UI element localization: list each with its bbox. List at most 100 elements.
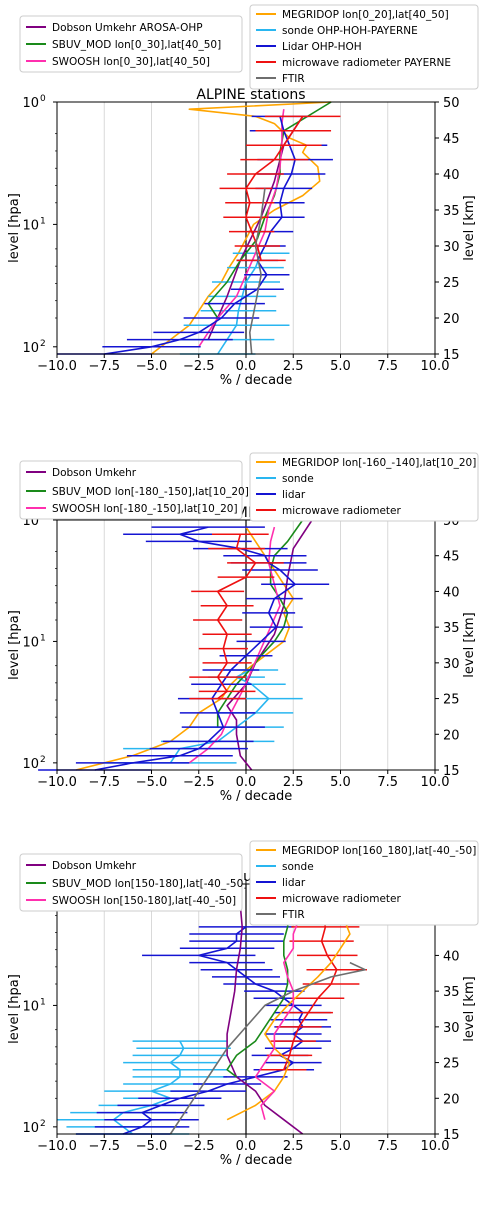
y-tick-right-label: 40 <box>443 168 460 183</box>
series-sbuv <box>216 519 304 728</box>
series-line <box>169 961 366 1135</box>
y-tick-right-label: 20 <box>443 1092 460 1107</box>
legend-left: Dobson Umkehr AROSA-OHP SBUV_MOD lon[0_30… <box>19 15 243 73</box>
y-axis-label-right: level [km] <box>462 195 477 260</box>
y-tick-left-exponent: 1 <box>40 633 46 643</box>
y-axis-label-right: level [km] <box>462 612 477 677</box>
x-tick-label: −5.0 <box>136 1139 168 1154</box>
x-tick-label: −5.0 <box>136 359 168 374</box>
y-tick-right-label: 50 <box>443 96 460 111</box>
y-tick-right-label: 15 <box>443 348 460 363</box>
series-line <box>94 526 296 771</box>
legend-label: lidar <box>282 877 306 889</box>
y-tick-right-label: 15 <box>443 1128 460 1143</box>
y-tick-left-label: 10 <box>22 999 39 1014</box>
x-tick-label: 2.5 <box>283 775 304 790</box>
legend-left: Dobson Umkehr SBUV_MOD lon[-180_-150],lat… <box>19 460 249 520</box>
x-tick-label: 10.0 <box>421 1139 450 1154</box>
y-tick-right-label: 30 <box>443 240 460 255</box>
legend-label: sonde <box>282 861 314 873</box>
legend-label: microwave radiometer PAYERNE <box>282 57 451 69</box>
y-tick-right-label: 45 <box>443 132 460 147</box>
legend-label: microwave radiometer <box>282 505 401 517</box>
y-tick-right-label: 20 <box>443 728 460 743</box>
series-line <box>151 101 332 355</box>
y-tick-left-exponent: 1 <box>40 216 46 226</box>
series-line <box>249 188 266 355</box>
legend-box <box>249 840 479 926</box>
y-tick-left-label: 10 <box>22 96 39 111</box>
y-tick-right-label: 20 <box>443 312 460 327</box>
chart-panel-3: −10.0 −7.5 −5.0 −2.5 0.0 2.5 5.0 7.5 10.0 % / dec… <box>7 840 479 1168</box>
y-tick-right-label: 35 <box>443 204 460 219</box>
x-tick-label: 10.0 <box>421 775 450 790</box>
series-line <box>216 519 304 728</box>
legend-box <box>19 15 243 73</box>
y-tick-right-label: 35 <box>443 621 460 636</box>
x-tick-label: 5.0 <box>330 359 351 374</box>
legend-label: MEGRIDOP lon[160_180],lat[-40_-50] <box>282 845 476 857</box>
legend-label: MEGRIDOP lon[0_20],lat[40_50] <box>282 9 449 21</box>
series-line <box>216 534 257 700</box>
x-tick-label: 7.5 <box>377 1139 398 1154</box>
y-tick-left-label: 10 <box>22 218 39 233</box>
series-sbuv <box>207 101 332 319</box>
x-tick-label: 5.0 <box>330 1139 351 1154</box>
series-megridop <box>151 101 332 355</box>
y-axis-label-left: level [hpa] <box>7 974 22 1044</box>
y-tick-left-label: 10 <box>22 757 39 772</box>
legend-box <box>19 460 243 520</box>
x-tick-label: 2.5 <box>283 359 304 374</box>
series-line <box>112 1040 185 1135</box>
x-tick-label: 7.5 <box>377 775 398 790</box>
legend-left: Dobson Umkehr SBUV_MOD lon[150-180],lat[-… <box>19 853 247 912</box>
series-lidar <box>57 115 333 355</box>
legend-label: SWOOSH lon[-180_-150],lat[10_20] <box>52 503 238 515</box>
y-tick-right-label: 40 <box>443 949 460 964</box>
y-tick-right-label: 25 <box>443 276 460 291</box>
series-line <box>226 890 351 1121</box>
legend-box <box>249 452 479 522</box>
legend-right: MEGRIDOP lon[-160_-140],lat[10_20]sonde l… <box>249 452 479 522</box>
x-axis-label: % / decade <box>220 789 293 804</box>
chart-panel-2: −10.0 −7.5 −5.0 −2.5 0.0 2.5 5.0 7.5 10.0 % / dec… <box>7 452 479 804</box>
series-ftir <box>249 188 266 355</box>
series-line <box>245 115 304 261</box>
x-tick-label: −7.5 <box>88 775 120 790</box>
series-line <box>283 897 338 1070</box>
y-tick-left-exponent: 2 <box>40 339 46 349</box>
y-tick-right-label: 35 <box>443 985 460 1000</box>
y-tick-left-exponent: 2 <box>40 1119 46 1129</box>
y-axis-label-left: level [hpa] <box>7 193 22 263</box>
y-tick-right-label: 15 <box>443 764 460 779</box>
legend-label: Dobson Umkehr <box>52 860 137 872</box>
x-tick-label: 7.5 <box>377 359 398 374</box>
series-mwr <box>189 533 284 700</box>
series-mwr <box>219 115 341 262</box>
legend-label: SBUV_MOD lon[0_30],lat[40_50] <box>52 39 221 51</box>
series-lidar <box>38 526 330 771</box>
series-ftir <box>169 961 366 1135</box>
x-tick-label: −2.5 <box>183 775 215 790</box>
y-tick-left-exponent: 0 <box>40 94 46 104</box>
legend-label: FTIR <box>282 73 305 85</box>
x-tick-label: 0.0 <box>236 359 257 374</box>
legend-label: MEGRIDOP lon[-160_-140],lat[10_20] <box>282 457 476 469</box>
legend-label: SWOOSH lon[0_30],lat[40_50] <box>52 56 210 68</box>
legend-label: Dobson Umkehr AROSA-OHP <box>52 22 203 34</box>
legend-label: microwave radiometer <box>282 893 401 905</box>
legend-label: SWOOSH lon[150-180],lat[-40_-50] <box>52 895 236 907</box>
series-line <box>122 926 304 1135</box>
series-swoosh <box>254 890 300 1120</box>
y-axis-label-left: level [hpa] <box>7 610 22 680</box>
x-tick-label: −7.5 <box>88 1139 120 1154</box>
legend-label: SBUV_MOD lon[150-180],lat[-40_-50] <box>52 878 247 890</box>
y-tick-left-label: 10 <box>22 341 39 356</box>
legend-box <box>249 4 479 90</box>
x-tick-label: −10.0 <box>37 1139 77 1154</box>
legend-right: MEGRIDOP lon[0_20],lat[40_50]sonde OHP-H… <box>249 4 479 90</box>
y-tick-left-label: 10 <box>22 635 39 650</box>
legend-label: SBUV_MOD lon[-180_-150],lat[10_20] <box>52 486 249 498</box>
x-tick-label: 5.0 <box>330 775 351 790</box>
